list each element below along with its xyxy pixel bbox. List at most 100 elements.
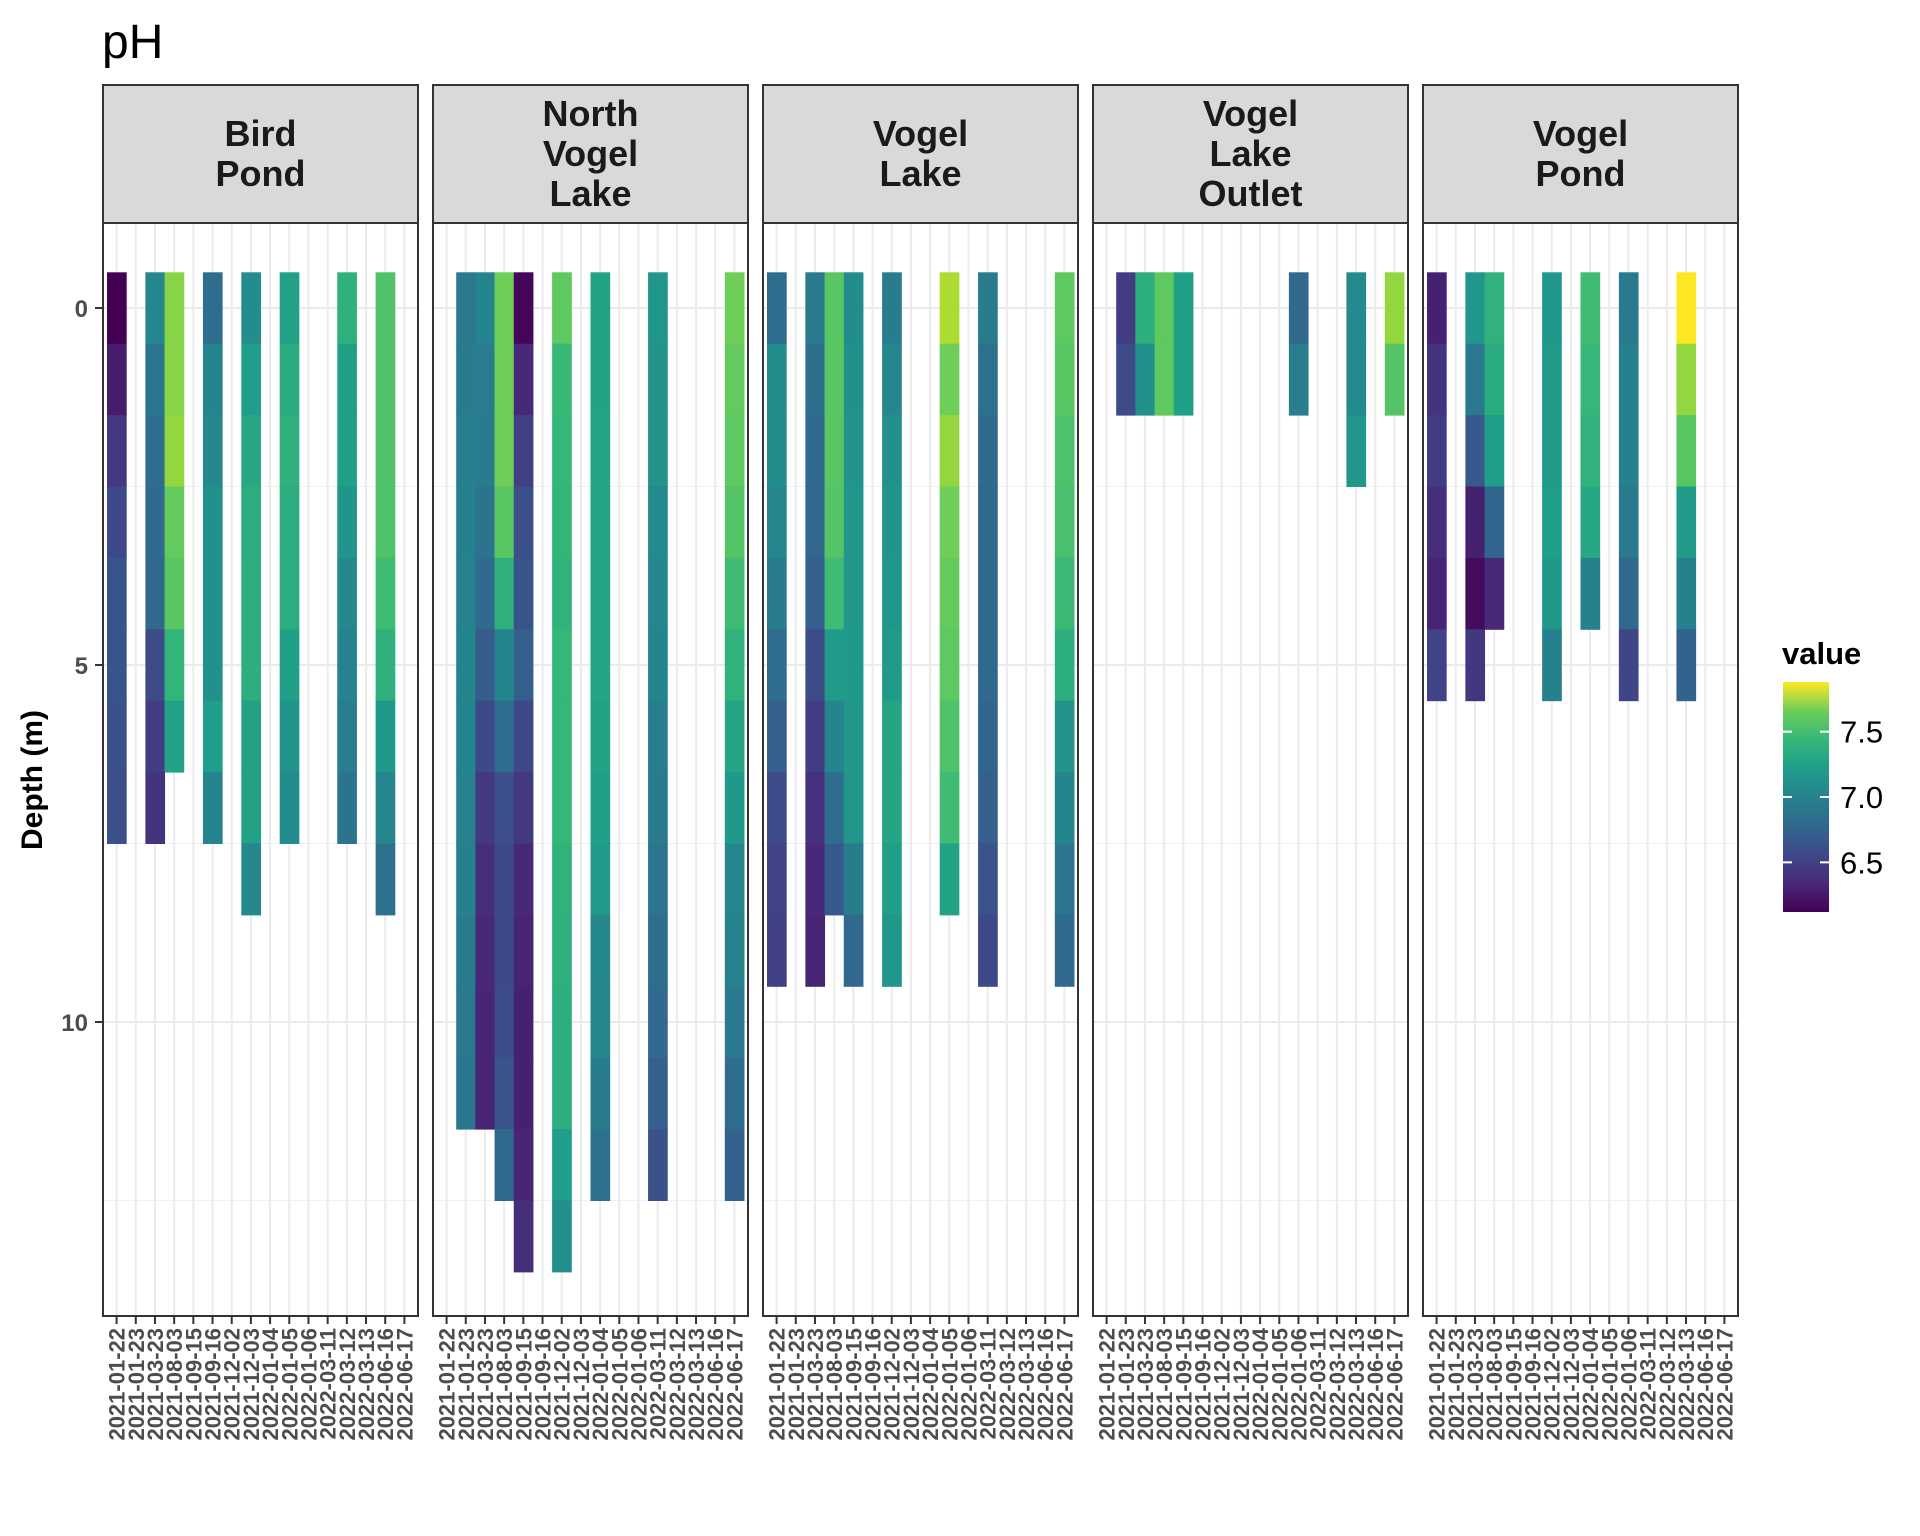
- x-tick-label: 2021-03-23: [143, 1328, 168, 1441]
- heatmap-tile: [513, 1200, 534, 1273]
- heatmap-tile: [1484, 557, 1505, 630]
- y-axis-label: Depth (m): [16, 710, 49, 850]
- x-tick-label: 2021-03-23: [1133, 1328, 1158, 1441]
- heatmap-tile: [107, 415, 127, 487]
- heatmap-tile: [202, 486, 223, 559]
- facet-panel: Vogel Lake Outlet2021-01-222021-01-232021-…: [1092, 84, 1409, 1441]
- heatmap-tile: [241, 343, 261, 416]
- x-tick-label: 2021-12-03: [1559, 1328, 1584, 1441]
- heatmap-tile: [724, 843, 745, 916]
- heatmap-tile: [724, 1129, 745, 1201]
- x-tick-label: 2021-01-22: [1095, 1328, 1120, 1441]
- heatmap-tile: [939, 843, 960, 916]
- heatmap-tile: [494, 557, 515, 630]
- heatmap-tile: [513, 914, 534, 987]
- heatmap-tile: [843, 700, 864, 773]
- x-tick-label: 2022-03-11: [1306, 1328, 1331, 1439]
- x-tick-label: 2022-03-13: [1014, 1328, 1039, 1441]
- facet-strip-label: Vogel Lake Outlet: [1199, 93, 1303, 214]
- heatmap-tile: [513, 343, 534, 416]
- heatmap-tile: [1173, 272, 1194, 345]
- heatmap-tile: [1116, 272, 1136, 345]
- heatmap-tile: [939, 272, 960, 345]
- heatmap-tile: [456, 700, 476, 773]
- heatmap-tile: [1676, 629, 1697, 702]
- heatmap-tile: [590, 843, 611, 916]
- heatmap-tile: [145, 272, 166, 345]
- heatmap-tile: [824, 272, 845, 345]
- heatmap-tile: [164, 629, 185, 702]
- heatmap-tile: [1465, 629, 1486, 702]
- x-tick-label: 2022-01-05: [277, 1328, 302, 1441]
- heatmap-tile: [1465, 343, 1486, 416]
- heatmap-tile: [375, 843, 396, 916]
- heatmap-tile: [145, 415, 166, 487]
- heatmap-tile: [513, 843, 534, 916]
- heatmap-tile: [241, 272, 261, 345]
- heatmap-tile: [805, 772, 826, 844]
- heatmap-tile: [882, 272, 902, 345]
- color-legend: value 7.5 7.0 6.5: [1782, 636, 1883, 912]
- heatmap-tile: [1054, 343, 1075, 416]
- heatmap-tile: [939, 772, 960, 844]
- heatmap-tile: [241, 486, 261, 559]
- heatmap-tile: [724, 1057, 745, 1130]
- x-tick-label: 2022-03-12: [995, 1328, 1020, 1441]
- heatmap-tile: [1288, 272, 1309, 345]
- heatmap-tile: [494, 986, 515, 1059]
- heatmap-tile: [513, 557, 534, 630]
- heatmap-tile: [1484, 486, 1505, 559]
- x-tick-label: 2021-12-02: [880, 1328, 905, 1441]
- heatmap-tile: [552, 986, 572, 1059]
- heatmap-tile: [375, 629, 396, 702]
- heatmap-tile: [552, 557, 572, 630]
- heatmap-tile: [375, 700, 396, 773]
- heatmap-tile: [805, 843, 826, 916]
- heatmap-tile: [882, 415, 902, 487]
- heatmap-tile: [824, 486, 845, 559]
- heatmap-tile: [1384, 343, 1405, 416]
- x-tick-label: 2021-08-03: [1482, 1328, 1507, 1441]
- heatmap-tile: [1484, 343, 1505, 416]
- x-tick-label: 2021-09-16: [201, 1328, 226, 1441]
- x-tick-label: 2022-06-17: [1382, 1328, 1407, 1441]
- heatmap-tile: [1542, 343, 1562, 416]
- heatmap-tile: [375, 343, 396, 416]
- facet-strip: [1422, 84, 1739, 224]
- heatmap-tile: [1054, 629, 1075, 702]
- heatmap-tile: [513, 629, 534, 702]
- heatmap-tile: [590, 772, 611, 844]
- heatmap-tile: [724, 700, 745, 773]
- heatmap-tile: [1618, 272, 1639, 345]
- y-tick-label: 5: [75, 653, 88, 680]
- heatmap-tile: [456, 772, 476, 844]
- heatmap-tile: [590, 700, 611, 773]
- heatmap-tile: [1580, 272, 1601, 345]
- heatmap-tile: [648, 700, 668, 773]
- heatmap-tile: [107, 700, 127, 773]
- heatmap-tile: [241, 629, 261, 702]
- heatmap-tile: [1054, 486, 1075, 559]
- heatmap-tile: [241, 415, 261, 487]
- heatmap-tile: [279, 772, 300, 844]
- x-tick-label: 2021-01-23: [454, 1328, 479, 1441]
- heatmap-tile: [494, 1057, 515, 1130]
- heatmap-tile: [978, 772, 998, 844]
- heatmap-tile: [337, 700, 357, 773]
- heatmap-tile: [456, 914, 476, 987]
- x-tick-label: 2022-03-12: [1325, 1328, 1350, 1441]
- x-tick-label: 2022-01-04: [1578, 1327, 1603, 1440]
- heatmap-tile: [805, 415, 826, 487]
- legend-tick-label: 7.5: [1840, 715, 1883, 750]
- x-tick-label: 2021-09-16: [1191, 1328, 1216, 1441]
- x-tick-label: 2021-08-03: [1152, 1328, 1177, 1441]
- x-tick-label: 2021-12-02: [1540, 1328, 1565, 1441]
- heatmap-tile: [475, 557, 496, 630]
- heatmap-tile: [843, 772, 864, 844]
- x-tick-label: 2022-06-17: [722, 1328, 747, 1441]
- heatmap-tile: [279, 557, 300, 630]
- heatmap-tile: [107, 629, 127, 702]
- heatmap-tile: [824, 415, 845, 487]
- heatmap-tile: [1676, 486, 1697, 559]
